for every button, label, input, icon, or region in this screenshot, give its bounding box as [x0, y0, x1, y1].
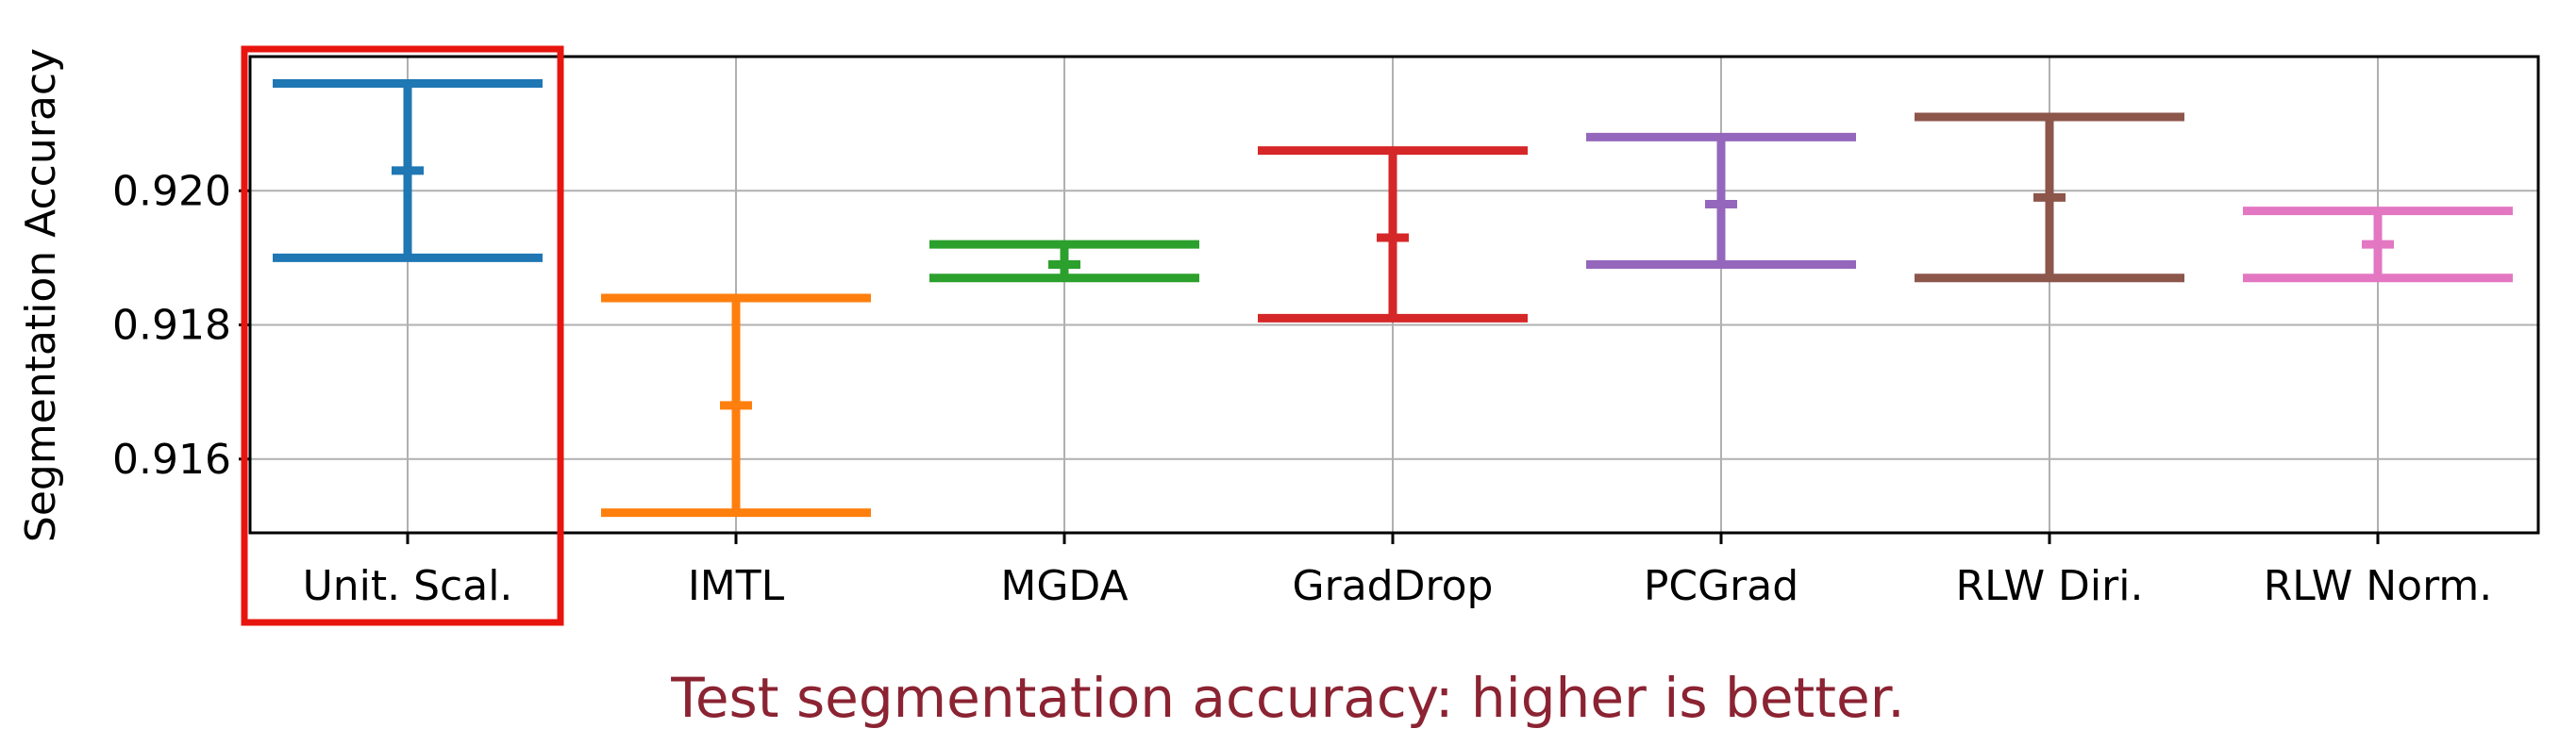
- x-tick-label: Unit. Scal.: [303, 562, 513, 610]
- y-axis-label: Segmentation Accuracy: [17, 48, 65, 542]
- error-bars: [273, 78, 2513, 518]
- errorbar-unit-scal: [273, 78, 543, 262]
- y-tick-label: 0.920: [112, 167, 231, 215]
- y-axis-ticks: 0.916 0.918 0.920: [112, 167, 250, 484]
- errorbar-pcgrad: [1586, 132, 1856, 269]
- y-tick-label: 0.918: [112, 302, 231, 350]
- y-tick-label: 0.916: [112, 436, 231, 484]
- x-tick-label: PCGrad: [1644, 562, 1798, 610]
- x-tick-label: MGDA: [1000, 562, 1128, 610]
- highlight-box: [241, 45, 564, 626]
- x-tick-label: IMTL: [688, 562, 785, 610]
- caption: Test segmentation accuracy: higher is be…: [670, 666, 1904, 729]
- errorbar-imtl: [601, 293, 871, 518]
- x-axis-ticks: Unit. Scal. IMTL MGDA GradDrop PCGrad RLW Dir…: [303, 533, 2493, 610]
- errorbar-rlw-diri: [1915, 112, 2184, 283]
- x-tick-label: GradDrop: [1293, 562, 1494, 610]
- errorbar-graddrop: [1258, 146, 1528, 323]
- errorbar-mgda: [929, 240, 1199, 283]
- x-tick-label: RLW Norm.: [2264, 562, 2493, 610]
- errorbar-rlw-norm: [2243, 207, 2513, 283]
- x-tick-label: RLW Diri.: [1956, 562, 2144, 610]
